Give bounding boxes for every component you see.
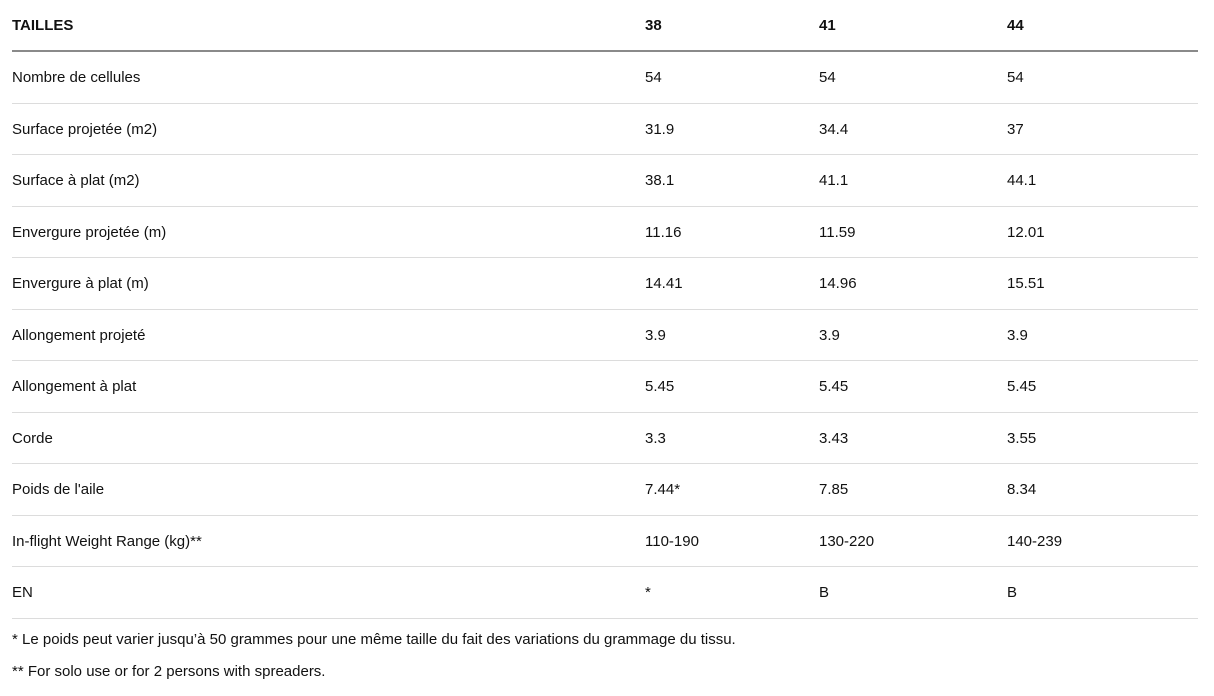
table-header: TAILLES 38 41 44 — [12, 0, 1198, 52]
row-value: 37 — [1007, 120, 1024, 138]
row-value: 8.34 — [1007, 481, 1037, 498]
row-value: 7.85 — [819, 481, 849, 498]
header-size-41: 41 — [819, 17, 836, 34]
table-row: EN * B B — [12, 567, 1198, 619]
table-row: Nombre de cellules 54 54 54 — [12, 52, 1198, 104]
row-value: 54 — [645, 69, 662, 86]
row-value: 34.4 — [819, 120, 849, 138]
footnote-range: ** For solo use or for 2 persons with sp… — [12, 663, 326, 680]
table-row: Envergure à plat (m) 14.41 14.96 15.51 — [12, 258, 1198, 310]
row-value: 11.16 — [645, 223, 682, 241]
table-row: Surface à plat (m2) 38.1 41.1 44.1 — [12, 155, 1198, 207]
row-value: 12.01 — [1007, 223, 1045, 241]
row-value: 15.51 — [1007, 275, 1045, 292]
row-value: 5.45 — [1007, 378, 1037, 395]
row-label: Allongement projeté — [12, 326, 146, 344]
row-value: B — [1007, 584, 1018, 601]
header-size-44: 44 — [1007, 17, 1024, 34]
row-value: 54 — [819, 69, 836, 86]
header-label: TAILLES — [12, 17, 74, 34]
header-size-38: 38 — [645, 17, 662, 34]
row-label: Surface projetée (m2) — [12, 120, 158, 138]
specs-table: TAILLES 38 41 44 Nombre de cellules 54 54 5… — [12, 0, 1198, 619]
row-value: B — [819, 584, 830, 601]
row-value: 14.41 — [645, 275, 683, 292]
row-value: 3.9 — [1007, 326, 1028, 344]
row-label: Surface à plat (m2) — [12, 172, 140, 189]
row-label: Corde — [12, 429, 53, 447]
row-label: EN — [12, 584, 33, 601]
row-label: Envergure projetée (m) — [12, 223, 167, 241]
row-value: 3.9 — [819, 326, 840, 344]
footnote-weight: * Le poids peut varier jusqu’à 50 gramme… — [12, 631, 736, 648]
row-value: 7.44* — [645, 481, 681, 498]
row-value: 3.43 — [819, 429, 849, 447]
row-value: 54 — [1007, 69, 1024, 86]
table-row: Allongement projeté 3.9 3.9 3.9 — [12, 310, 1198, 361]
row-value: 140-239 — [1007, 532, 1063, 550]
row-value: 3.9 — [645, 326, 666, 344]
row-value: 41.1 — [819, 172, 849, 189]
row-value: 14.96 — [819, 275, 857, 292]
row-value: 38.1 — [645, 172, 675, 189]
row-value: 3.55 — [1007, 429, 1037, 447]
table-row: Surface projetée (m2) 31.9 34.4 37 — [12, 104, 1198, 155]
row-value: 31.9 — [645, 120, 675, 138]
row-label: Nombre de cellules — [12, 69, 141, 86]
row-label: In-flight Weight Range (kg)** — [12, 532, 202, 550]
table-row: Envergure projetée (m) 11.16 11.59 12.01 — [12, 207, 1198, 258]
row-value: 5.45 — [645, 378, 675, 395]
row-label: Allongement à plat — [12, 378, 137, 395]
row-value: 110-190 — [645, 532, 699, 550]
table-row: Corde 3.3 3.43 3.55 — [12, 413, 1198, 464]
table-row: Allongement à plat 5.45 5.45 5.45 — [12, 361, 1198, 413]
row-value: 3.3 — [645, 429, 666, 447]
row-label: Poids de l'aile — [12, 481, 105, 498]
row-value: 5.45 — [819, 378, 849, 395]
row-value: 44.1 — [1007, 172, 1037, 189]
row-value: 11.59 — [819, 223, 856, 241]
row-value: 130-220 — [819, 532, 875, 550]
row-label: Envergure à plat (m) — [12, 275, 149, 292]
table-row: In-flight Weight Range (kg)** 110-190 130-… — [12, 516, 1198, 567]
table-row: Poids de l'aile 7.44* 7.85 8.34 — [12, 464, 1198, 516]
row-value: * — [645, 584, 651, 601]
